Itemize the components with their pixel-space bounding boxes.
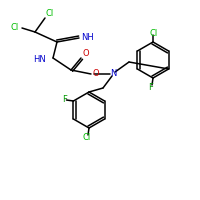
Text: N: N — [110, 68, 116, 77]
Text: Cl: Cl — [11, 22, 19, 31]
Text: F: F — [149, 82, 153, 92]
Text: Cl: Cl — [83, 132, 91, 142]
Text: O: O — [93, 70, 99, 78]
Text: Cl: Cl — [150, 28, 158, 38]
Text: HN: HN — [33, 54, 46, 64]
Text: O: O — [83, 49, 89, 58]
Text: NH: NH — [81, 32, 93, 42]
Text: Cl: Cl — [46, 9, 54, 19]
Text: F: F — [62, 95, 67, 104]
